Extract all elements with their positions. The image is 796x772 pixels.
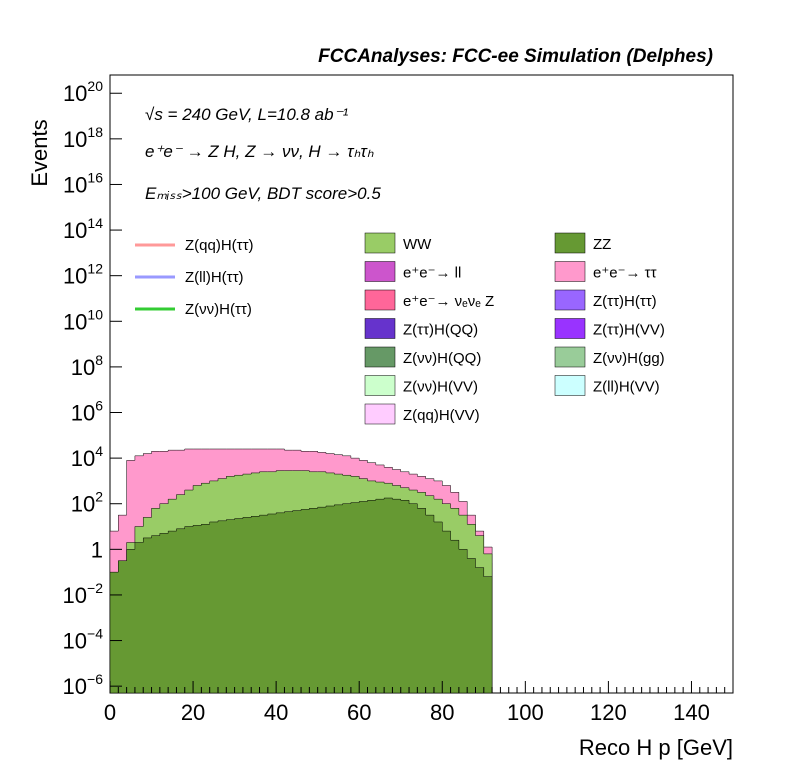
y-tick-label: 10−4 <box>63 626 104 654</box>
axis-ticks: 0 20 40 60 80 100 120 140 10−6 10−4 10−2 1 102 104 106… <box>63 78 734 725</box>
y-tick-label: 1014 <box>63 215 103 243</box>
svg-text:Z(ττ)H(VV): Z(ττ)H(VV) <box>593 322 665 339</box>
annotation-cuts: Eₘᵢₛₛ>100 GeV, BDT score>0.5 <box>145 184 381 203</box>
y-tick-label: 102 <box>71 489 103 517</box>
svg-text:Z(ττ)H(ττ): Z(ττ)H(ττ) <box>593 293 657 310</box>
x-tick-label: 120 <box>590 700 627 725</box>
y-tick-label: 106 <box>71 398 103 426</box>
svg-text:Z(ll)H(ττ): Z(ll)H(ττ) <box>185 269 244 286</box>
x-tick-label: 0 <box>104 700 116 725</box>
svg-text:Z(qq)H(VV): Z(qq)H(VV) <box>403 407 480 424</box>
x-tick-label: 20 <box>181 700 205 725</box>
chart-header: FCCAnalyses: FCC-ee Simulation (Delphes) <box>318 46 713 67</box>
y-tick-label: 104 <box>71 443 103 471</box>
stack-ZZ <box>109 497 493 694</box>
x-tick-label: 60 <box>347 700 371 725</box>
svg-text:e⁺e⁻→ νₑνₑ Z: e⁺e⁻→ νₑνₑ Z <box>403 293 494 310</box>
svg-text:e⁺e⁻→ ll: e⁺e⁻→ ll <box>403 265 461 282</box>
y-tick-label: 1 <box>91 537 103 562</box>
y-tick-label: 10−2 <box>63 580 104 608</box>
svg-text:WW: WW <box>403 236 432 253</box>
y-tick-label: 1018 <box>63 124 103 152</box>
svg-text:Z(ττ)H(QQ): Z(ττ)H(QQ) <box>403 322 478 339</box>
y-tick-label: 108 <box>71 352 103 380</box>
x-tick-label: 80 <box>430 700 454 725</box>
y-axis-title: Events <box>27 119 52 186</box>
svg-text:Z(νν)H(ττ): Z(νν)H(ττ) <box>185 301 252 318</box>
svg-text:Z(qq)H(ττ): Z(qq)H(ττ) <box>185 237 254 254</box>
histograms <box>109 448 493 694</box>
legend: Z(qq)H(ττ) Z(ll)H(ττ) Z(νν)H(ττ) WW ZZ e⁺e⁻→ … <box>135 232 665 425</box>
svg-text:Z(ll)H(VV): Z(ll)H(VV) <box>593 379 660 396</box>
svg-text:Z(νν)H(gg): Z(νν)H(gg) <box>593 350 665 367</box>
y-tick-label: 10−6 <box>63 671 104 699</box>
y-tick-label: 1020 <box>63 78 103 106</box>
annotation-sqrt-s: √s = 240 GeV, L=10.8 ab⁻¹ <box>145 105 349 124</box>
y-tick-label: 1010 <box>63 306 103 334</box>
svg-text:ZZ: ZZ <box>593 236 611 253</box>
x-axis-title: Reco H p [GeV] <box>579 735 733 760</box>
svg-text:Z(νν)H(VV): Z(νν)H(VV) <box>403 379 478 396</box>
y-tick-label: 1016 <box>63 169 103 197</box>
x-tick-label: 100 <box>507 700 544 725</box>
svg-text:e⁺e⁻→ ττ: e⁺e⁻→ ττ <box>593 265 657 282</box>
x-tick-label: 140 <box>673 700 710 725</box>
svg-text:Z(νν)H(QQ): Z(νν)H(QQ) <box>403 350 481 367</box>
y-tick-label: 1012 <box>63 261 103 289</box>
annotation-process: e⁺e⁻ → Z H, Z → νν, H → τₕτₕ <box>145 142 374 161</box>
x-tick-label: 40 <box>264 700 288 725</box>
